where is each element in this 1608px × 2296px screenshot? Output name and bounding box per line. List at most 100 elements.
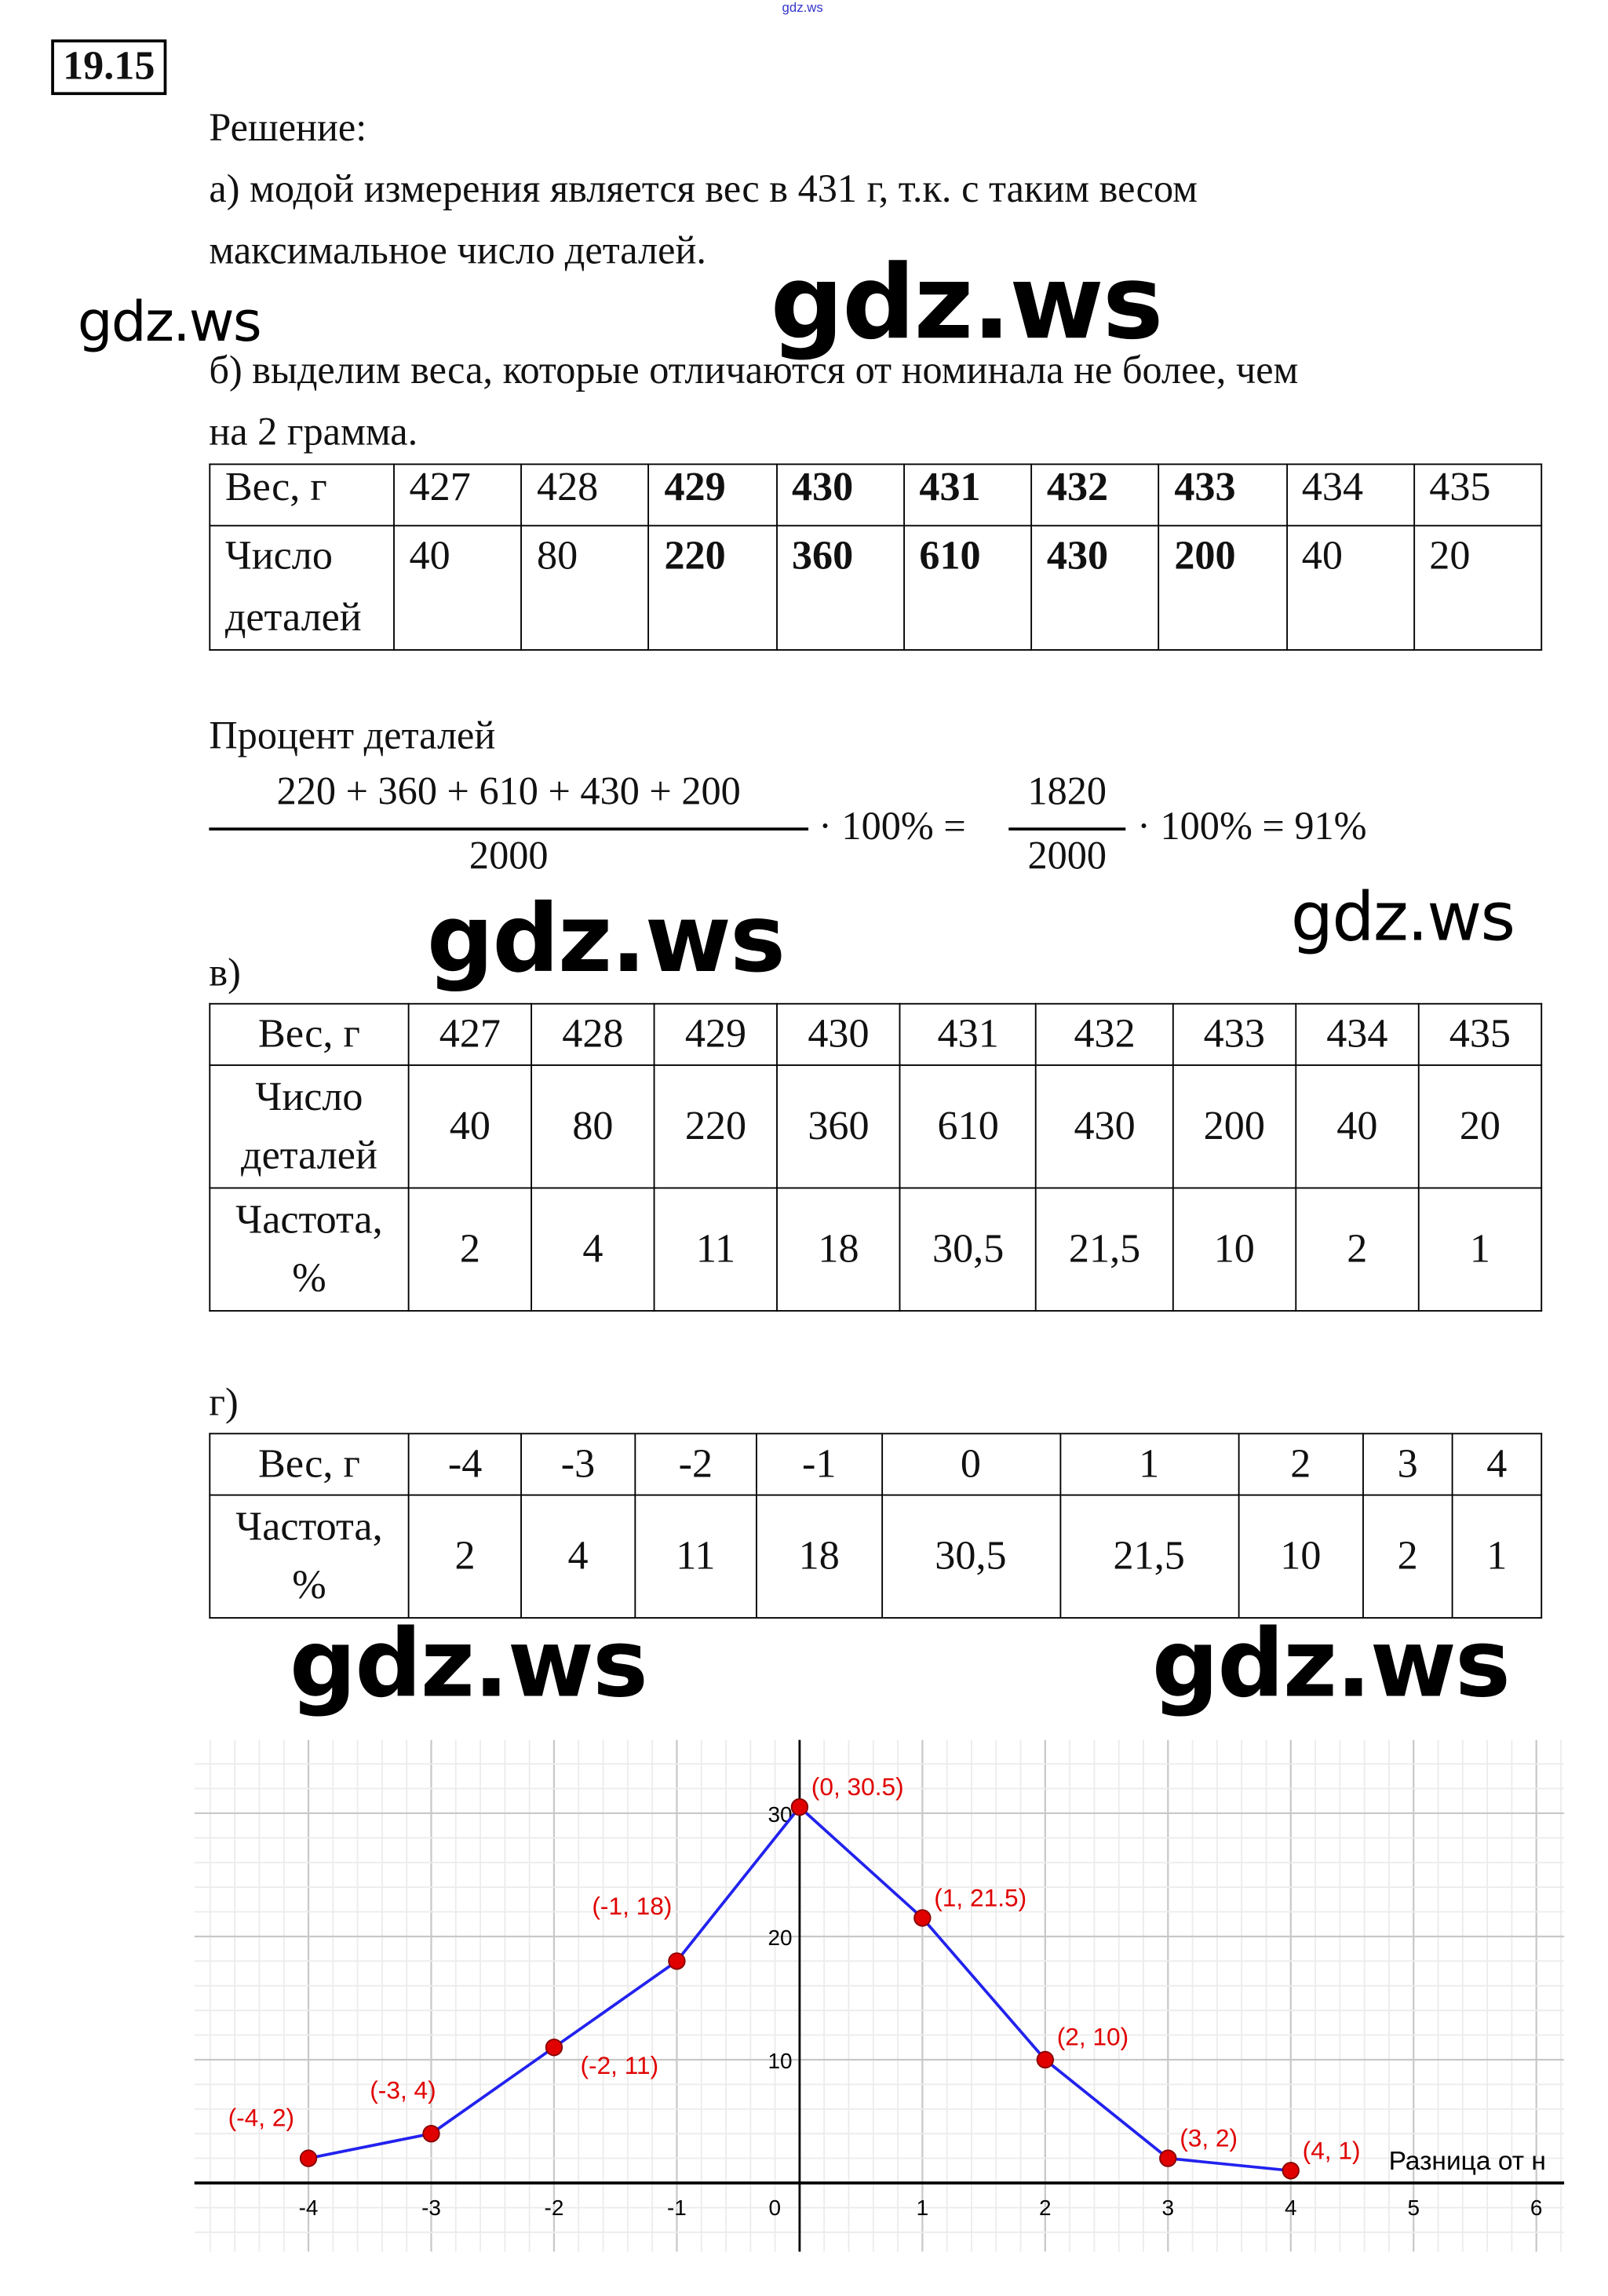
frequency-cell: 21,5 [1059,1494,1239,1619]
x-tick-label: -1 [667,2196,687,2220]
y-tick-label: 20 [768,1926,793,1950]
count-cell: 40 [393,524,523,651]
frequency-cell: 2 [407,1187,533,1312]
watermark: gdz.ws [426,885,786,995]
frequency-cell: 21,5 [1035,1187,1174,1312]
x-tick-label: -2 [545,2196,564,2220]
diff-cell: -2 [633,1433,758,1496]
table-row: Вес, г 427 428 429 430 431 432 433 434 435 [209,463,1543,527]
row-header: Частота, % [209,1494,410,1619]
data-point [545,2039,563,2057]
weight-cell: 434 [1295,1002,1420,1066]
frequency-cell: 4 [520,1494,636,1619]
point-label: (-3, 4) [370,2075,436,2104]
count-cell: 360 [776,1064,901,1189]
formula-denominator-2: 2000 [1027,833,1107,878]
frequency-cell: 4 [531,1187,655,1312]
point-label: (0, 30.5) [811,1772,904,1801]
frequency-cell: 18 [756,1494,883,1619]
frequency-cell: 18 [776,1187,901,1312]
frequency-cell: 11 [633,1494,758,1619]
x-tick-label: 5 [1407,2196,1420,2220]
table-b: Вес, г 427 428 429 430 431 432 433 434 435 Число д… [209,463,1543,651]
part-b-line2: на 2 грамма. [209,409,418,454]
count-cell: 20 [1417,1064,1543,1189]
count-cell: 220 [653,1064,778,1189]
row-header: Число деталей [209,1064,410,1189]
formula-numerator: 220 + 360 + 610 + 430 + 200 [276,768,741,813]
diff-cell: 2 [1237,1433,1364,1496]
frequency-cell: 2 [1295,1187,1420,1312]
data-point [422,2125,440,2143]
weight-cell: 428 [520,463,650,527]
weight-cell: 432 [1035,1002,1174,1066]
part-g-label: г) [209,1380,239,1425]
frequency-cell: 1 [1417,1187,1543,1312]
frequency-cell: 30,5 [899,1187,1037,1312]
percent-label: Процент деталей [209,713,496,757]
count-cell: 430 [1035,1064,1174,1189]
count-cell: 610 [902,524,1033,651]
table-v: Вес, г 427 428 429 430 431 432 433 434 435 Число д… [209,1002,1543,1312]
weight-cell: 433 [1158,463,1288,527]
count-cell: 80 [520,524,650,651]
point-label: (3, 2) [1180,2124,1238,2152]
formula-denominator: 2000 [469,833,549,878]
frequency-cell: 30,5 [881,1494,1061,1619]
data-point [1159,2149,1177,2167]
table-row: Частота, % 2 4 11 18 30,5 21,5 10 2 1 [209,1494,1543,1619]
part-b-line1: б) выделим веса, которые отличаются от н… [209,348,1299,392]
weight-cell: 430 [775,463,905,527]
weight-cell: 429 [647,463,778,527]
count-cell: 40 [1285,524,1415,651]
x-tick-label: 1 [917,2196,929,2220]
point-label: (-4, 2) [228,2104,294,2132]
x-axis-label: Разница от н [1389,2147,1546,2176]
table-row: Вес, г -4 -3 -2 -1 0 1 2 3 4 [209,1433,1543,1496]
count-cell: 40 [407,1064,533,1189]
weight-cell: 433 [1172,1002,1296,1066]
data-point [668,1952,686,1970]
data-point [913,1909,932,1927]
fraction-line [209,827,809,831]
table-row: Число деталей 40 80 220 360 610 430 200 40 20 [209,1064,1543,1189]
count-cell: 610 [899,1064,1037,1189]
weight-cell: 431 [899,1002,1037,1066]
solution-label: Решение: [209,105,367,149]
row-header: Вес, г [209,1002,410,1066]
watermark: gdz.ws [1151,1611,1511,1720]
weight-cell: 429 [653,1002,778,1066]
weight-cell: 427 [393,463,523,527]
table-row: Число деталей 40 80 220 360 610 430 200 40 20 [209,524,1543,651]
x-tick-label: 4 [1285,2196,1297,2220]
row-header: Число деталей [209,524,395,651]
point-label: (2, 10) [1057,2022,1129,2050]
data-point [1036,2050,1055,2069]
frequency-cell: 2 [1362,1494,1453,1619]
formula-middle: · 100% = [819,804,966,849]
formula-end: · 100% = 91% [1137,804,1367,849]
data-point [790,1798,809,1816]
data-point [299,2149,318,2167]
weight-cell: 430 [776,1002,901,1066]
x-tick-label: -4 [299,2196,319,2220]
point-label: (-1, 18) [592,1892,672,1920]
weight-cell: 435 [1413,463,1543,527]
count-cell: 200 [1158,524,1288,651]
x-tick-label: 3 [1162,2196,1175,2220]
diff-cell: 1 [1059,1433,1239,1496]
table-row: Частота, % 2 4 11 18 30,5 21,5 10 2 1 [209,1187,1543,1312]
problem-number: 19.15 [51,39,167,96]
part-v-label: в) [209,950,241,995]
data-point [1282,2162,1300,2180]
point-label: (4, 1) [1303,2136,1361,2164]
watermark: gdz.ws [77,289,262,354]
row-header: Вес, г [209,463,395,527]
watermark: gdz.ws [289,1611,648,1720]
frequency-cell: 2 [407,1494,523,1619]
weight-cell: 435 [1417,1002,1543,1066]
frequency-cell: 10 [1172,1187,1296,1312]
count-cell: 360 [775,524,905,651]
y-tick-label: 10 [768,2049,793,2073]
